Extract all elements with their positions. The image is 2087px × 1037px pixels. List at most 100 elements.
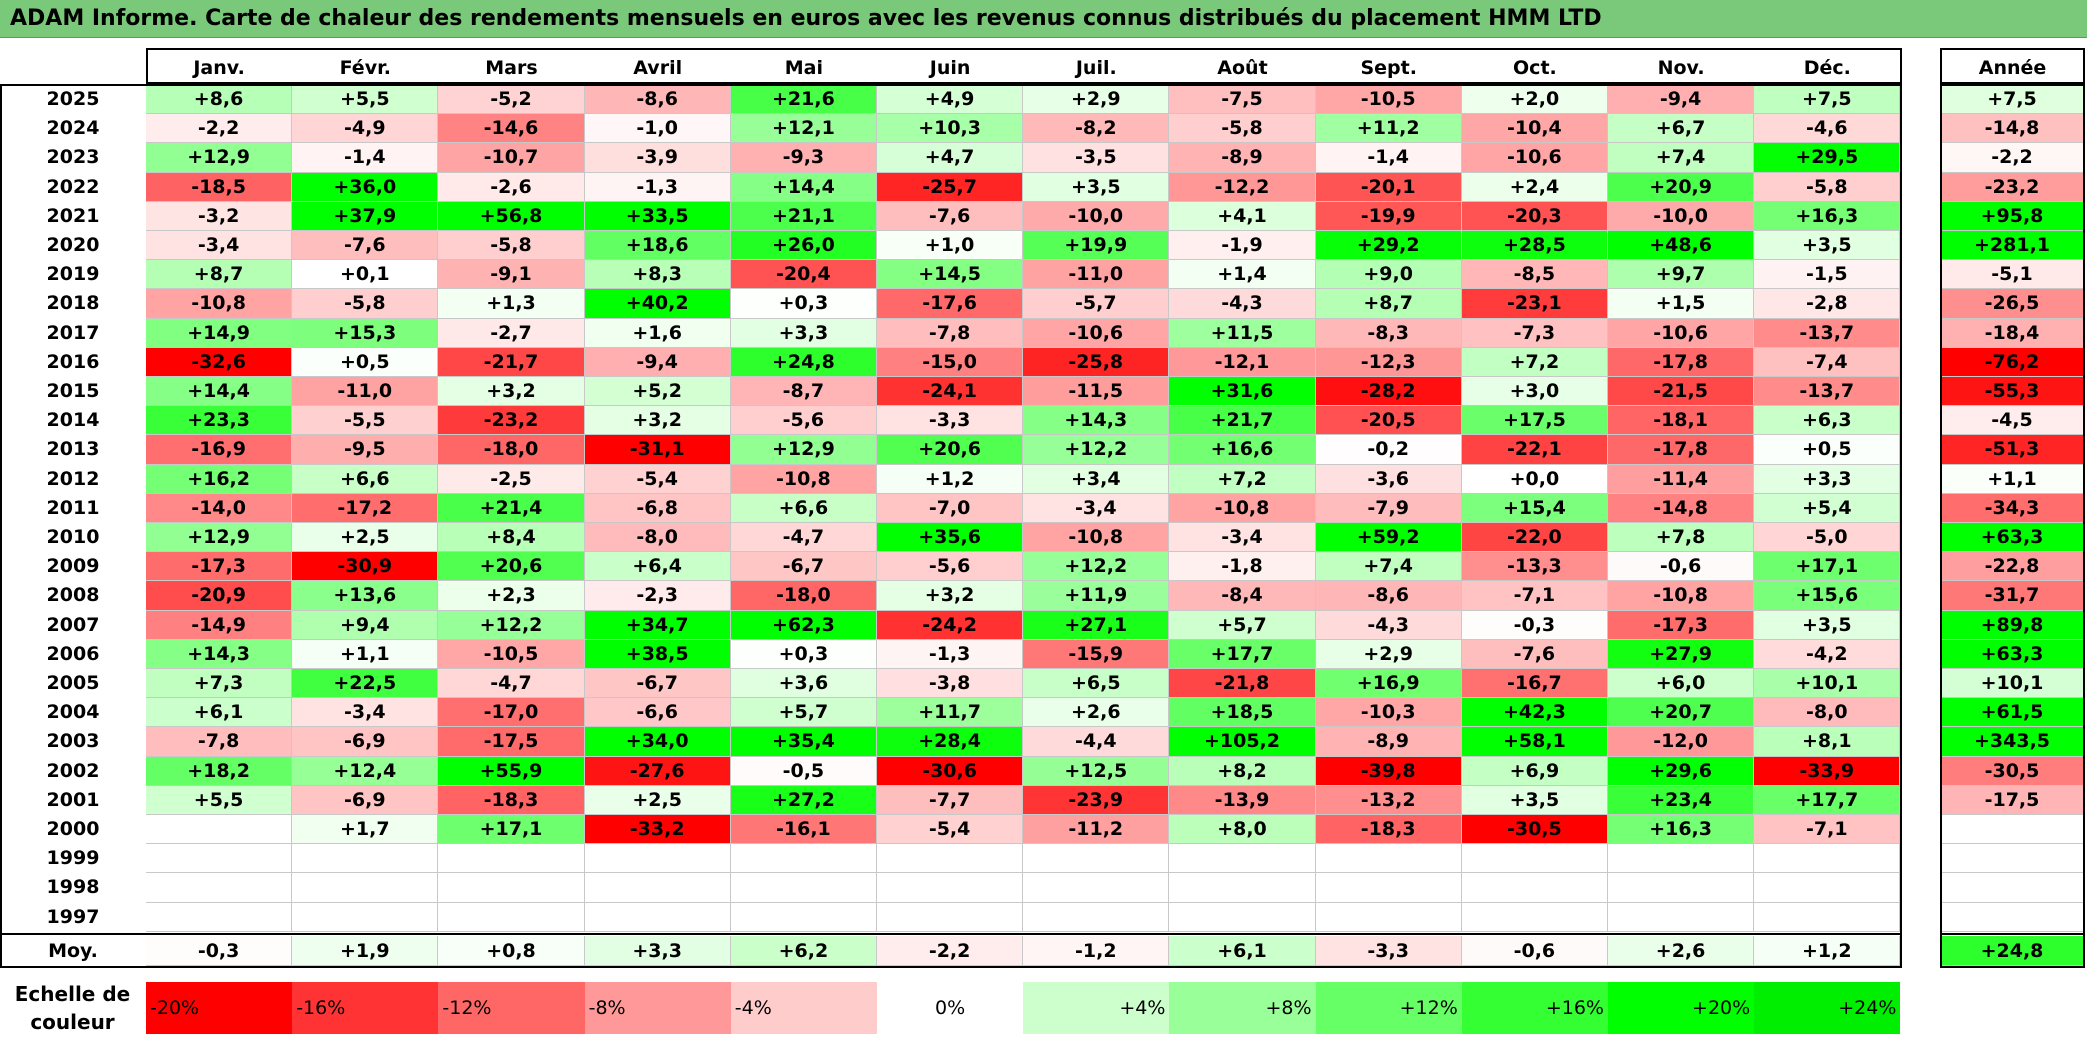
heatmap-cell: +16,3 (1754, 201, 1901, 231)
heatmap-cell: -4,3 (1169, 289, 1316, 319)
heatmap-cell: +3,5 (1023, 172, 1170, 202)
heatmap-cell: +6,1 (146, 698, 293, 728)
annual-cell (1940, 902, 2085, 932)
heatmap-cell: +17,7 (1169, 639, 1316, 669)
legend-title: Echelle de couleur (0, 980, 145, 1037)
heatmap-cell: +6,4 (584, 552, 731, 582)
heatmap-cell: -10,6 (1608, 318, 1755, 348)
heatmap-cell: -12,2 (1169, 172, 1316, 202)
heatmap-cell: +21,7 (1169, 406, 1316, 436)
year-label: 2016 (46, 350, 100, 373)
heatmap-cell: -14,9 (146, 610, 293, 640)
heatmap-cell: -1,3 (877, 639, 1024, 669)
heatmap-cell: -32,6 (146, 347, 293, 377)
heatmap-cell: +7,8 (1608, 523, 1755, 553)
heatmap-cell: +5,7 (1169, 610, 1316, 640)
annual-cell: -76,2 (1940, 347, 2085, 377)
heatmap-cell: -10,6 (1023, 318, 1170, 348)
heatmap-cell: -6,6 (584, 698, 731, 728)
heatmap-cell: -1,0 (584, 114, 731, 144)
heatmap-cell (438, 902, 585, 932)
heatmap-cell: +0,1 (292, 260, 439, 290)
heatmap-cell: -8,4 (1169, 581, 1316, 611)
heatmap-cell: +17,1 (1754, 552, 1901, 582)
heatmap-cell: -5,8 (438, 231, 585, 261)
heatmap-cell: +20,7 (1608, 698, 1755, 728)
heatmap-cell: -6,9 (292, 785, 439, 815)
heatmap-cell: +3,4 (1023, 464, 1170, 494)
heatmap-cell: -1,3 (584, 172, 731, 202)
heatmap-cell: -9,5 (292, 435, 439, 465)
heatmap-cell: +2,9 (1315, 639, 1462, 669)
legend-swatch: -4% (730, 982, 877, 1034)
heatmap-cell: -1,4 (292, 143, 439, 173)
heatmap-cell: +36,0 (292, 172, 439, 202)
heatmap-cell: -7,4 (1754, 347, 1901, 377)
heatmap-cell: -16,1 (730, 815, 877, 845)
heatmap-cell: -7,9 (1315, 493, 1462, 523)
heatmap-cell: +21,1 (730, 201, 877, 231)
heatmap-cell: +5,5 (292, 85, 439, 115)
annual-cell: -2,2 (1940, 143, 2085, 173)
heatmap-cell: -9,4 (1608, 85, 1755, 115)
heatmap-cell: -2,5 (438, 464, 585, 494)
heatmap-cell: -8,6 (584, 85, 731, 115)
heatmap-cell: -9,1 (438, 260, 585, 290)
heatmap-cell: -6,7 (584, 669, 731, 699)
heatmap-cell: -22,0 (1461, 523, 1608, 553)
heatmap-cell: +12,5 (1023, 756, 1170, 786)
heatmap-cell: -5,5 (292, 406, 439, 436)
heatmap-cell: +38,5 (584, 639, 731, 669)
heatmap-cell: -23,2 (438, 406, 585, 436)
average-annual-cell: +24,8 (1940, 936, 2085, 966)
annual-cell (1940, 844, 2085, 874)
heatmap-cell: +33,5 (584, 201, 731, 231)
heatmap-cell: -3,8 (877, 669, 1024, 699)
average-cell: +6,2 (730, 936, 877, 966)
heatmap-cell: -33,2 (584, 815, 731, 845)
heatmap-cell: -22,1 (1461, 435, 1608, 465)
heatmap-cell: -25,7 (877, 172, 1024, 202)
heatmap-cell: -30,6 (877, 756, 1024, 786)
heatmap-cell: -0,6 (1608, 552, 1755, 582)
heatmap-cell (1315, 902, 1462, 932)
heatmap-cell: +6,7 (1608, 114, 1755, 144)
heatmap-cell (1754, 902, 1901, 932)
year-label: 2019 (46, 263, 100, 286)
year-label: 2018 (46, 292, 100, 315)
heatmap-cell: -12,0 (1608, 727, 1755, 757)
heatmap-cell (877, 873, 1024, 903)
annual-cell: -34,3 (1940, 493, 2085, 523)
heatmap-cell: +9,0 (1315, 260, 1462, 290)
heatmap-cell: +14,5 (877, 260, 1024, 290)
year-label: 2013 (46, 438, 100, 461)
heatmap-cell: +15,4 (1461, 493, 1608, 523)
heatmap-cell (146, 902, 293, 932)
heatmap-cell: +34,0 (584, 727, 731, 757)
heatmap-cell: -3,6 (1315, 464, 1462, 494)
year-label: 2020 (46, 234, 100, 256)
heatmap-cell (146, 873, 293, 903)
heatmap-cell: -4,3 (1315, 610, 1462, 640)
heatmap-cell: +21,4 (438, 493, 585, 523)
heatmap-cell (146, 844, 293, 874)
heatmap-cell (877, 902, 1024, 932)
heatmap-cell: +17,1 (438, 815, 585, 845)
heatmap-cell: -3,3 (877, 406, 1024, 436)
heatmap-cell: -2,6 (438, 172, 585, 202)
annual-cell: +95,8 (1940, 201, 2085, 231)
heatmap-cell: -9,3 (730, 143, 877, 173)
heatmap-cell: -7,8 (877, 318, 1024, 348)
heatmap-cell: +14,3 (1023, 406, 1170, 436)
annual-cell: -17,5 (1940, 785, 2085, 815)
annual-cell: -5,1 (1940, 260, 2085, 290)
heatmap-cell: -11,0 (1023, 260, 1170, 290)
heatmap-cell: +12,2 (438, 610, 585, 640)
month-header: Nov. (1657, 57, 1705, 79)
heatmap-cell: +7,4 (1315, 552, 1462, 582)
heatmap-cell: -2,3 (584, 581, 731, 611)
heatmap-cell: -11,4 (1608, 464, 1755, 494)
legend-swatch: -20% (146, 982, 293, 1034)
heatmap-cell (1023, 844, 1170, 874)
